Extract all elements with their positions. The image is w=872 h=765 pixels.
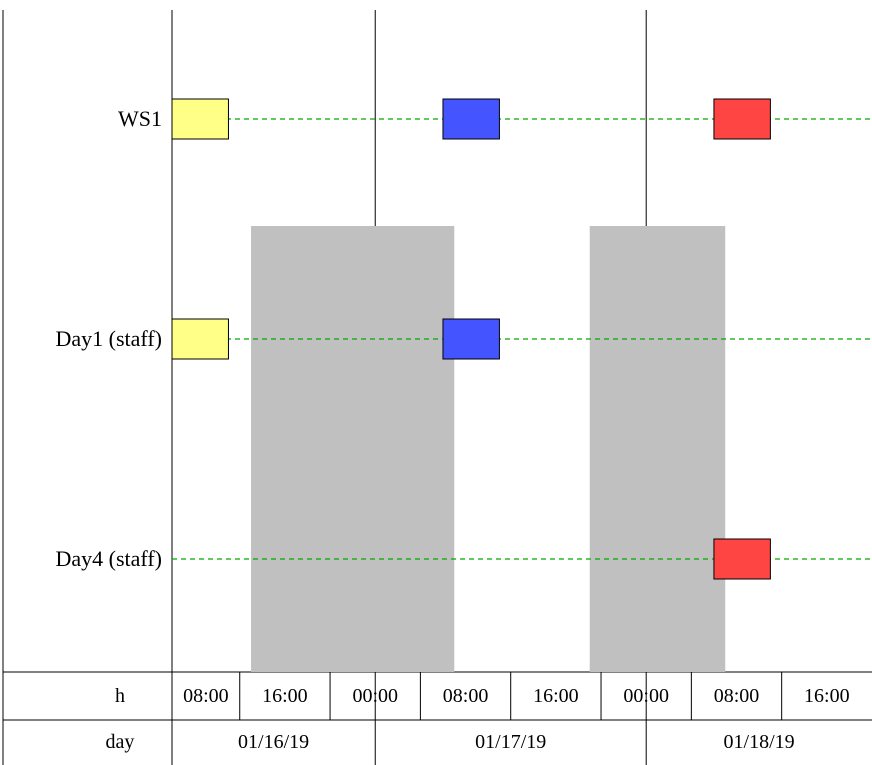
gantt-rows: WS1 Day1 (staff) Day4 (staff) xyxy=(56,98,872,580)
task-bar-1-3 xyxy=(713,98,771,140)
hour-tick-label-2: 16:00 xyxy=(262,685,308,707)
off-periods xyxy=(251,226,726,672)
hour-tick-label-6: 00:00 xyxy=(623,685,669,707)
task-bar-2-1 xyxy=(171,318,229,360)
off-period-1 xyxy=(251,226,455,672)
task-bar-3-1 xyxy=(713,538,771,580)
day-tick-label-2: 01/17/19 xyxy=(475,731,546,753)
task-bar-2-2 xyxy=(442,318,500,360)
row-label-2: Day1 (staff) xyxy=(56,326,163,351)
task-bar-1-1 xyxy=(171,98,229,140)
row-label-1: WS1 xyxy=(118,106,162,131)
hour-tick-label-7: 08:00 xyxy=(714,685,760,707)
hour-tick-label-1: 08:00 xyxy=(183,685,229,707)
hour-axis-label: h xyxy=(115,685,125,707)
hour-tick-label-3: 00:00 xyxy=(352,685,398,707)
row-label-3: Day4 (staff) xyxy=(56,546,163,571)
off-period-2 xyxy=(589,226,726,672)
hour-tick-label-8: 16:00 xyxy=(804,685,850,707)
day-axis-label: day xyxy=(106,731,135,753)
task-bar-1-2 xyxy=(442,98,500,140)
day-boundary-lines xyxy=(374,10,647,765)
day-tick-label-3: 01/18/19 xyxy=(724,731,795,753)
day-tick-label-1: 01/16/19 xyxy=(238,731,309,753)
hour-tick-label-4: 08:00 xyxy=(443,685,489,707)
hour-tick-label-5: 16:00 xyxy=(533,685,579,707)
time-axis: 08:00 16:00 00:00 08:00 16:00 00:00 08:00 16:00… xyxy=(183,672,850,753)
